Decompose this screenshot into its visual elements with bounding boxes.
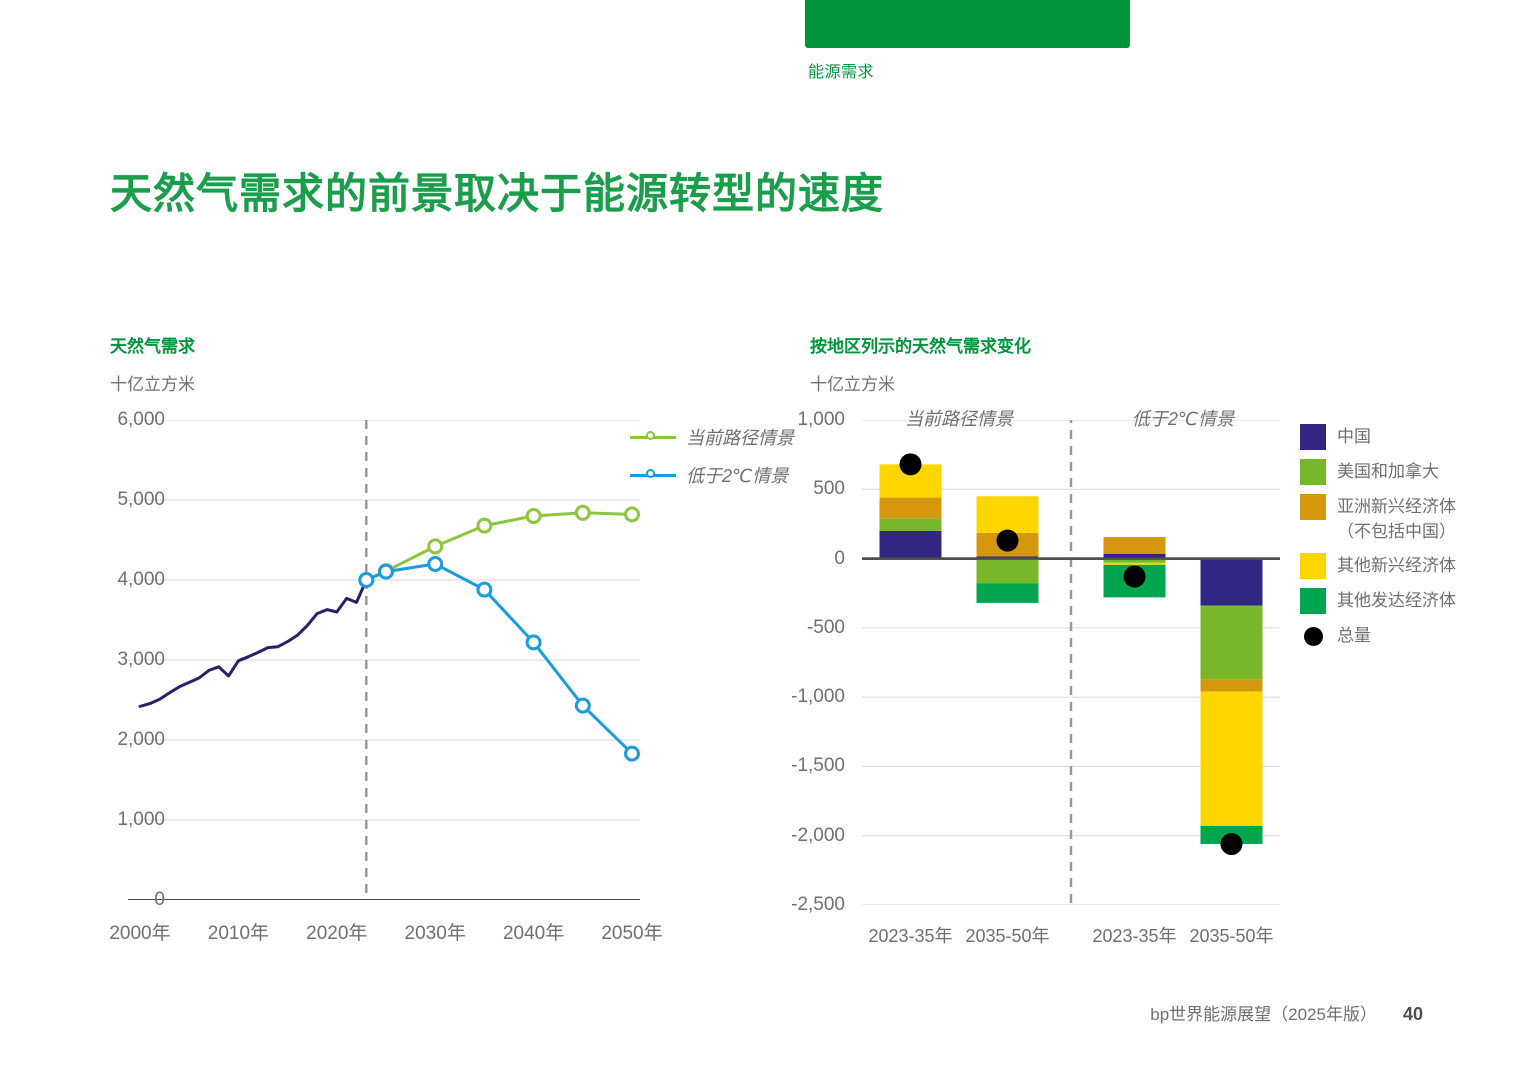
left-chart-unit: 十亿立方米 <box>110 375 195 394</box>
right-chart-title: 按地区列示的天然气需求变化 <box>810 337 1031 356</box>
section-tab-label: 能源需求 <box>808 64 875 81</box>
section-tab-block <box>805 0 1130 48</box>
line-legend-swatch <box>630 430 676 440</box>
line-legend-item: 当前路径情景 <box>630 418 794 456</box>
total-marker-icon <box>1300 623 1326 649</box>
left-x-tick: 2030年 <box>404 923 466 944</box>
bar-legend-item: 亚洲新兴经济体 （不包括中国） <box>1300 494 1515 544</box>
right-y-tick: -2,500 <box>791 894 845 915</box>
footer-text: bp世界能源展望（2025年版） <box>1150 1005 1377 1024</box>
page-number: 40 <box>1402 1004 1423 1024</box>
line-chart-svg <box>128 420 640 900</box>
bar-chart-svg <box>862 420 1280 905</box>
right-chart-unit: 十亿立方米 <box>810 375 895 394</box>
bar-legend-swatch <box>1300 459 1326 485</box>
line-legend-label: 低于2℃情景 <box>686 466 789 486</box>
right-x-tick: 2023-35年 <box>1092 926 1177 946</box>
line-legend-marker-icon <box>646 430 655 440</box>
line-chart-legend: 当前路径情景 低于2℃情景 <box>630 418 794 494</box>
line-legend-swatch <box>630 468 676 478</box>
left-x-tick: 2020年 <box>306 923 368 944</box>
bar-chart-legend: 中国美国和加拿大亚洲新兴经济体 （不包括中国） 其他新兴经济体 其他发达经济体 总量 <box>1300 424 1515 658</box>
bar-legend-label: 中国 <box>1337 427 1371 446</box>
footer: bp世界能源展望（2025年版） 40 <box>1150 1000 1423 1025</box>
bar-legend-item: 其他发达经济体 <box>1300 588 1515 614</box>
page-title: 天然气需求的前景取决于能源转型的速度 <box>110 170 885 217</box>
bar-legend-item: 美国和加拿大 <box>1300 459 1515 485</box>
right-y-tick: 0 <box>834 547 845 569</box>
bar-legend-item: 中国 <box>1300 424 1515 450</box>
line-legend-label: 当前路径情景 <box>686 428 794 448</box>
bar-legend-swatch <box>1300 494 1326 520</box>
bar-legend-swatch <box>1300 588 1326 614</box>
right-x-tick: 2035-50年 <box>1189 926 1274 946</box>
bar-legend-item: 其他新兴经济体 <box>1300 553 1515 579</box>
bar-legend-label: 美国和加拿大 <box>1337 462 1439 481</box>
left-x-tick: 2000年 <box>109 923 171 944</box>
left-chart-title: 天然气需求 <box>110 337 195 356</box>
bar-legend-swatch <box>1300 553 1326 579</box>
right-x-tick: 2023-35年 <box>868 926 953 946</box>
bar-legend-label: 其他发达经济体 <box>1337 591 1456 610</box>
right-y-tick: -1,000 <box>791 686 845 708</box>
gas-demand-line-chart <box>110 420 640 900</box>
total-dot <box>1303 626 1323 646</box>
left-x-tick: 2050年 <box>601 923 663 944</box>
right-y-tick: -1,500 <box>791 755 845 777</box>
right-y-tick: -2,000 <box>791 824 845 846</box>
left-x-tick: 2040年 <box>502 923 565 944</box>
gas-demand-change-bar-chart <box>862 420 1280 905</box>
bar-legend-label: 总量 <box>1337 626 1371 645</box>
right-x-tick: 2035-50年 <box>965 926 1050 946</box>
line-legend-item: 低于2℃情景 <box>630 456 794 494</box>
bar-legend-item: 总量 <box>1300 623 1515 649</box>
left-x-tick: 2010年 <box>207 923 270 944</box>
left-x-axis-ticks: 2000年 2010年 2020年 2030年 2040年 2050年 <box>109 918 670 948</box>
bar-legend-label: 亚洲新兴经济体 （不包括中国） <box>1337 497 1456 541</box>
right-y-tick: -500 <box>806 616 845 638</box>
bar-legend-swatch <box>1300 424 1326 450</box>
line-legend-marker-icon <box>646 468 655 478</box>
bar-legend-label: 其他新兴经济体 <box>1337 556 1456 575</box>
